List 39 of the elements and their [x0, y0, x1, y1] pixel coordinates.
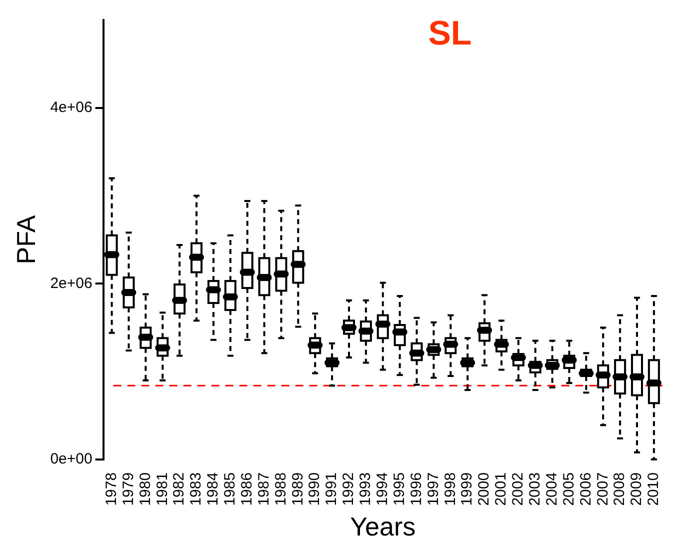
x-tick-label: 1983 [188, 472, 205, 506]
x-tick-label: 1986 [238, 472, 256, 506]
x-tick-label: 1989 [289, 472, 306, 506]
x-tick-label: 2000 [476, 472, 493, 506]
x-tick-label: 1998 [442, 472, 459, 506]
x-tick-label: 1991 [323, 472, 340, 506]
x-tick-label: 1995 [390, 472, 408, 506]
x-tick-label: 1984 [204, 472, 222, 506]
y-tick-label: 0e+00 [50, 450, 92, 468]
x-tick-label: 2009 [628, 472, 646, 506]
x-tick-label: 1980 [136, 472, 154, 506]
x-tick-label: 1979 [120, 472, 137, 506]
x-tick-label: 2006 [577, 472, 594, 506]
x-tick-label: 1992 [340, 472, 358, 506]
x-tick-label: 1999 [458, 472, 476, 506]
x-tick-label: 1978 [102, 472, 120, 506]
x-tick-label: 1993 [357, 472, 374, 506]
chart-title: SL [428, 14, 472, 52]
x-tick-label: 2007 [594, 472, 612, 506]
x-tick-label: 1997 [424, 472, 442, 506]
x-tick-label: 2005 [560, 472, 578, 506]
x-tick-label: 1987 [255, 472, 272, 506]
x-tick-label: 1982 [170, 472, 188, 506]
y-axis-title: PFA [10, 214, 41, 264]
x-axis-title: Years [350, 512, 416, 542]
x-tick-label: 2004 [543, 472, 560, 506]
x-tick-label: 2010 [645, 472, 662, 506]
x-tick-label: 1994 [374, 472, 392, 506]
x-tick-label: 1990 [306, 472, 324, 506]
x-tick-label: 1996 [408, 472, 425, 506]
x-tick-label: 2003 [526, 472, 544, 506]
x-tick-label: 1985 [222, 472, 239, 506]
x-tick-label: 2008 [611, 472, 628, 506]
x-tick-label: 1981 [154, 472, 171, 506]
y-tick-label: 4e+06 [50, 99, 92, 116]
x-tick-label: 1988 [272, 472, 290, 506]
y-tick-label: 2e+06 [50, 274, 92, 292]
x-tick-label: 2002 [510, 472, 527, 506]
x-tick-label: 2001 [492, 472, 510, 506]
